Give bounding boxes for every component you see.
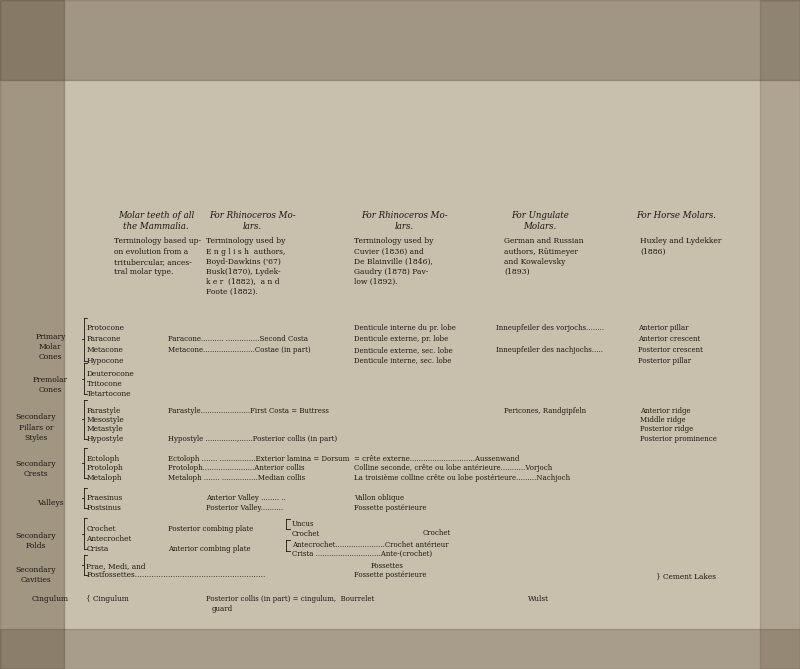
Bar (0, 0, 64, 669)
Text: Molar teeth of all
the Mammalia.: Molar teeth of all the Mammalia. (118, 211, 194, 231)
Text: Metacone.......................Costae (in part): Metacone.......................Costae (i… (168, 346, 310, 354)
Text: Cingulum: Cingulum (32, 595, 69, 603)
Text: Parastyle: Parastyle (86, 407, 121, 415)
Text: Hypostyle ..............,......Posterior collis (in part): Hypostyle ..............,......Posterior… (168, 435, 337, 443)
Text: La troisième colline crête ou lobe postérieure.........Nachjoch: La troisième colline crête ou lobe posté… (354, 474, 570, 482)
Bar (0, 629, 800, 669)
Text: Prae, Medi, and: Prae, Medi, and (86, 562, 146, 570)
Text: Antecrochet......................Crochet antérieur: Antecrochet......................Crochet… (292, 541, 449, 549)
Text: Wulst: Wulst (528, 595, 549, 603)
Text: guard: guard (212, 605, 233, 613)
Text: Inneupfeiler des nachjochs.....: Inneupfeiler des nachjochs..... (496, 346, 603, 354)
Text: Tetartocone: Tetartocone (86, 390, 131, 398)
Text: Crochet: Crochet (86, 525, 116, 533)
Text: Denticule externe, sec. lobe: Denticule externe, sec. lobe (354, 346, 453, 354)
Text: Huxley and Lydekker
(1886): Huxley and Lydekker (1886) (640, 237, 722, 256)
Text: For Rhinoceros Mo-
lars.: For Rhinoceros Mo- lars. (209, 211, 295, 231)
Text: Denticule interne du pr. lobe: Denticule interne du pr. lobe (354, 324, 456, 332)
Text: = crête externe.............................Aussenwand: = crête externe.........................… (354, 455, 520, 463)
Text: Anterior crescent: Anterior crescent (638, 335, 701, 343)
Text: Posterior ridge: Posterior ridge (640, 425, 694, 434)
Text: Metaloph: Metaloph (86, 474, 122, 482)
Text: Posterior prominence: Posterior prominence (640, 435, 717, 443)
Text: For Ungulate
Molars.: For Ungulate Molars. (511, 211, 569, 231)
Text: Tritocone: Tritocone (86, 380, 122, 388)
Text: Colline seconde, crête ou lobe antérieure...........Vorjoch: Colline seconde, crête ou lobe antérieur… (354, 464, 553, 472)
Text: Antecrochet: Antecrochet (86, 535, 132, 543)
Text: Secondary
Pillars or
Styles: Secondary Pillars or Styles (16, 413, 56, 442)
Bar (760, 0, 800, 669)
Text: Anterior combing plate: Anterior combing plate (168, 545, 250, 553)
Text: Postfossettes.......................................................: Postfossettes...........................… (86, 571, 266, 579)
Text: Paracone.......... ...............Second Costa: Paracone.......... ...............Second… (168, 335, 308, 343)
Text: Protoloph: Protoloph (86, 464, 123, 472)
Text: Pericones, Randgipfeln: Pericones, Randgipfeln (504, 407, 586, 415)
Text: Crista: Crista (86, 545, 109, 553)
Bar (0, 0, 800, 80)
Text: Posterior collis (in part) = cingulum,  Bourrelet: Posterior collis (in part) = cingulum, B… (206, 595, 374, 603)
Text: Posterior Valley..........: Posterior Valley.......... (206, 504, 283, 512)
Text: Secondary
Crests: Secondary Crests (16, 460, 56, 478)
Text: Deuterocone: Deuterocone (86, 370, 134, 378)
Text: } Cement Lakes: } Cement Lakes (656, 573, 716, 581)
Text: Metacone: Metacone (86, 346, 123, 354)
Text: Terminology based up-
on evolution from a
tritubercular, ances-
tral molar type.: Terminology based up- on evolution from … (114, 237, 202, 276)
Text: Metaloph ....... ................Median collis: Metaloph ....... ................Median … (168, 474, 305, 482)
Text: Mesostyle: Mesostyle (86, 416, 124, 424)
Text: Hypostyle: Hypostyle (86, 435, 124, 443)
Text: Premolar
Cones: Premolar Cones (33, 376, 68, 394)
Text: Posterior crescent: Posterior crescent (638, 346, 703, 354)
Text: Anterior ridge: Anterior ridge (640, 407, 690, 415)
Text: Anterior pillar: Anterior pillar (638, 324, 689, 332)
Text: Secondary
Folds: Secondary Folds (16, 532, 56, 550)
Text: Hypocone: Hypocone (86, 357, 124, 365)
Text: For Horse Molars.: For Horse Molars. (636, 211, 716, 219)
Text: Praesinus: Praesinus (86, 494, 122, 502)
Text: Protoloph.......................Anterior collis: Protoloph.......................Anterior… (168, 464, 305, 472)
Text: Fossette postérieure: Fossette postérieure (354, 504, 427, 512)
Text: Crochet: Crochet (422, 529, 450, 537)
Text: Denticule externe, pr. lobe: Denticule externe, pr. lobe (354, 335, 449, 343)
Text: Protocone: Protocone (86, 324, 125, 332)
Text: Postsinus: Postsinus (86, 504, 122, 512)
Text: Posterior pillar: Posterior pillar (638, 357, 691, 365)
Text: Anterior Valley ........ ..: Anterior Valley ........ .. (206, 494, 286, 502)
Text: Ectoloph ....... ................Exterior lamina = Dorsum: Ectoloph ....... ................Exterio… (168, 455, 350, 463)
Text: Crochet: Crochet (292, 530, 320, 538)
Text: Paracone: Paracone (86, 335, 121, 343)
Text: For Rhinoceros Mo-
lars.: For Rhinoceros Mo- lars. (361, 211, 447, 231)
Text: Primary
Molar
Cones: Primary Molar Cones (35, 333, 66, 361)
Text: Terminology used by
E n g l i s h  authors,
Boyd-Dawkins ('67)
Busk(1870), Lydek: Terminology used by E n g l i s h author… (206, 237, 286, 296)
Text: Crista .............................Ante-(crochet): Crista .............................Ante… (292, 550, 432, 558)
Text: Posterior combing plate: Posterior combing plate (168, 525, 254, 533)
Text: Metastyle: Metastyle (86, 425, 123, 434)
Text: Valleys: Valleys (37, 499, 64, 507)
Text: Denticule interne, sec. lobe: Denticule interne, sec. lobe (354, 357, 452, 365)
Text: Uncus: Uncus (292, 520, 314, 529)
Text: Parastyle......................First Costa = Buttress: Parastyle......................First Cos… (168, 407, 329, 415)
Text: { Cingulum: { Cingulum (86, 595, 129, 603)
Text: Fossette postérieure: Fossette postérieure (354, 571, 427, 579)
Text: Ectoloph: Ectoloph (86, 455, 119, 463)
Text: Terminology used by
Cuvier (1836) and
De Blainville (1846),
Gaudry (1878) Pav-
l: Terminology used by Cuvier (1836) and De… (354, 237, 434, 286)
Text: Secondary
Cavities: Secondary Cavities (16, 566, 56, 584)
Text: Vallon oblique: Vallon oblique (354, 494, 405, 502)
Text: German and Russian
authors, Rütimeyer
and Kowalevsky
(1893): German and Russian authors, Rütimeyer an… (504, 237, 584, 276)
Text: Fossettes: Fossettes (370, 562, 403, 570)
Text: Middle ridge: Middle ridge (640, 416, 686, 424)
Text: Inneupfeiler des vorjochs........: Inneupfeiler des vorjochs........ (496, 324, 604, 332)
